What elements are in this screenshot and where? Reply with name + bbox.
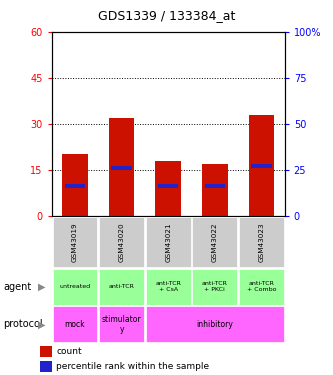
- Bar: [99, 269, 144, 305]
- Bar: [192, 217, 237, 267]
- Text: agent: agent: [3, 282, 32, 292]
- Text: GSM43020: GSM43020: [119, 222, 125, 262]
- Text: ▶: ▶: [38, 282, 45, 292]
- Text: GSM43021: GSM43021: [165, 222, 171, 262]
- Bar: [65, 184, 85, 188]
- Bar: [53, 269, 97, 305]
- Text: anti-TCR
+ Combo: anti-TCR + Combo: [247, 282, 276, 292]
- Text: ▶: ▶: [38, 320, 45, 329]
- Text: inhibitory: inhibitory: [196, 320, 233, 329]
- Text: GDS1339 / 133384_at: GDS1339 / 133384_at: [98, 9, 235, 22]
- Bar: [111, 166, 132, 170]
- Bar: [204, 184, 225, 188]
- Bar: [99, 306, 144, 342]
- Text: untreated: untreated: [59, 284, 91, 290]
- Text: mock: mock: [65, 320, 85, 329]
- Text: anti-TCR: anti-TCR: [109, 284, 135, 290]
- Bar: [53, 306, 97, 342]
- Bar: [192, 269, 237, 305]
- Bar: [158, 184, 178, 188]
- Bar: [155, 160, 181, 216]
- Bar: [62, 154, 88, 216]
- Text: GSM43023: GSM43023: [258, 222, 264, 262]
- Bar: [146, 269, 190, 305]
- Bar: [99, 217, 144, 267]
- Bar: [239, 269, 284, 305]
- Text: GSM43022: GSM43022: [212, 222, 218, 262]
- Text: count: count: [56, 347, 82, 356]
- Text: anti-TCR
+ CsA: anti-TCR + CsA: [155, 282, 181, 292]
- Bar: [109, 118, 134, 216]
- Bar: [239, 217, 284, 267]
- Bar: [251, 164, 272, 168]
- Text: GSM43019: GSM43019: [72, 222, 78, 262]
- Bar: [146, 217, 190, 267]
- Text: anti-TCR
+ PKCi: anti-TCR + PKCi: [202, 282, 228, 292]
- Bar: [146, 306, 284, 342]
- Bar: [248, 115, 274, 216]
- Bar: [53, 217, 97, 267]
- Text: percentile rank within the sample: percentile rank within the sample: [56, 362, 209, 371]
- Bar: [202, 164, 227, 216]
- Bar: [40, 361, 52, 372]
- Text: stimulator
y: stimulator y: [102, 315, 141, 334]
- Bar: [40, 346, 52, 357]
- Text: protocol: protocol: [3, 320, 43, 329]
